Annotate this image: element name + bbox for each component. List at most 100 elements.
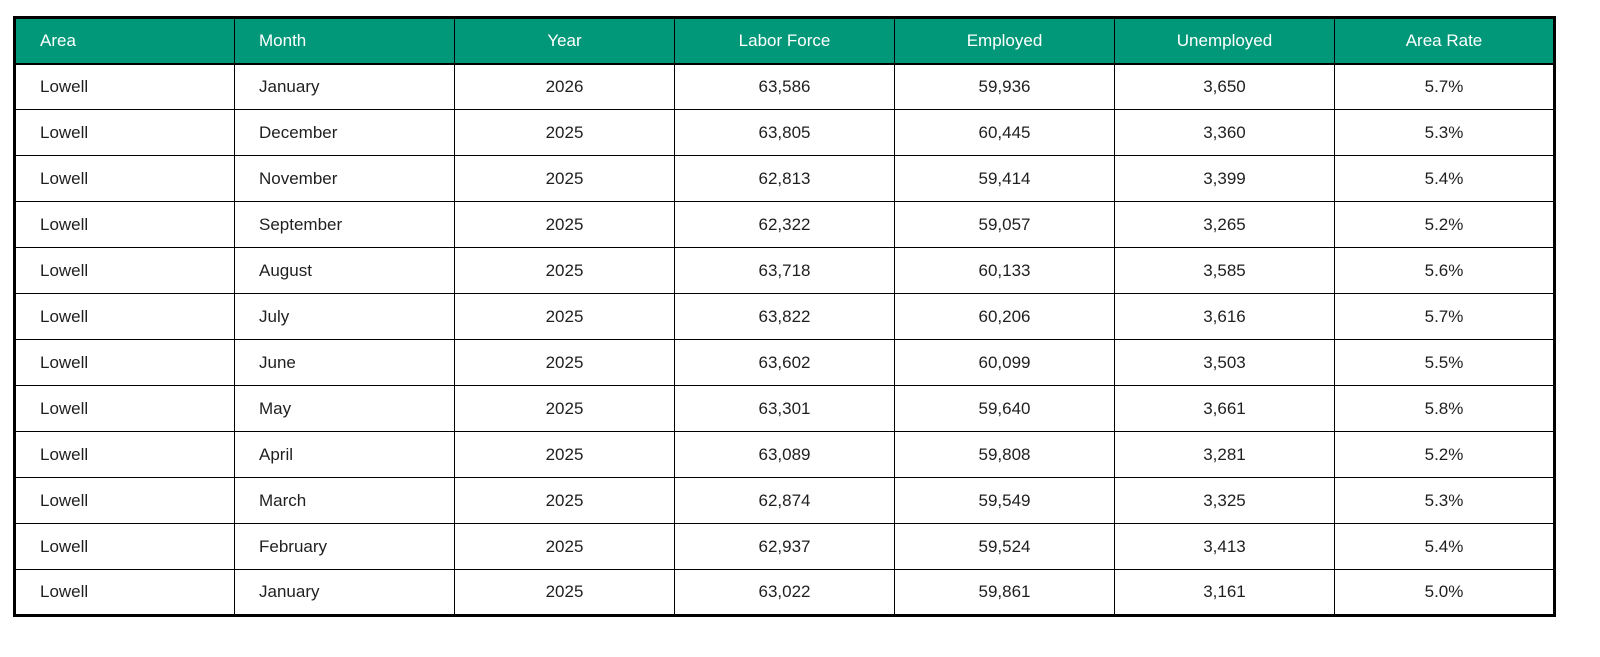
cell-month: January <box>234 569 455 616</box>
cell-month: June <box>234 339 455 386</box>
cell-unemployed: 3,161 <box>1114 569 1335 616</box>
cell-area-rate: 5.2% <box>1334 201 1555 248</box>
table-row: Lowell September 2025 62,322 59,057 3,265 5.2% <box>14 201 1555 248</box>
labor-force-table: Area Month Year Labor Force Employed Une… <box>13 16 1556 617</box>
cell-area: Lowell <box>14 201 235 248</box>
cell-employed: 60,445 <box>894 109 1115 156</box>
cell-area: Lowell <box>14 431 235 478</box>
table-row: Lowell July 2025 63,822 60,206 3,616 5.7% <box>14 293 1555 340</box>
cell-month: March <box>234 477 455 524</box>
column-header-labor-force: Labor Force <box>674 17 895 65</box>
cell-month: September <box>234 201 455 248</box>
cell-labor-force: 62,937 <box>674 523 895 570</box>
cell-area: Lowell <box>14 109 235 156</box>
cell-area: Lowell <box>14 293 235 340</box>
cell-labor-force: 62,874 <box>674 477 895 524</box>
cell-labor-force: 63,022 <box>674 569 895 616</box>
column-header-area: Area <box>14 17 235 65</box>
cell-unemployed: 3,281 <box>1114 431 1335 478</box>
cell-labor-force: 63,822 <box>674 293 895 340</box>
table-row: Lowell May 2025 63,301 59,640 3,661 5.8% <box>14 385 1555 432</box>
cell-area-rate: 5.3% <box>1334 109 1555 156</box>
column-header-employed: Employed <box>894 17 1115 65</box>
labor-force-table-container: Area Month Year Labor Force Employed Une… <box>13 16 1556 617</box>
cell-area-rate: 5.0% <box>1334 569 1555 616</box>
cell-unemployed: 3,360 <box>1114 109 1335 156</box>
cell-month: July <box>234 293 455 340</box>
cell-year: 2025 <box>454 569 675 616</box>
cell-employed: 59,936 <box>894 63 1115 110</box>
cell-year: 2025 <box>454 431 675 478</box>
cell-unemployed: 3,650 <box>1114 63 1335 110</box>
cell-month: April <box>234 431 455 478</box>
cell-month: November <box>234 155 455 202</box>
table-row: Lowell January 2025 63,022 59,861 3,161 5.0% <box>14 569 1555 616</box>
cell-year: 2025 <box>454 109 675 156</box>
cell-employed: 60,099 <box>894 339 1115 386</box>
cell-area: Lowell <box>14 569 235 616</box>
cell-employed: 59,808 <box>894 431 1115 478</box>
cell-employed: 59,057 <box>894 201 1115 248</box>
cell-year: 2026 <box>454 63 675 110</box>
cell-labor-force: 62,813 <box>674 155 895 202</box>
header-row: Area Month Year Labor Force Employed Une… <box>14 17 1555 65</box>
table-header: Area Month Year Labor Force Employed Une… <box>14 17 1555 65</box>
cell-employed: 59,861 <box>894 569 1115 616</box>
cell-unemployed: 3,413 <box>1114 523 1335 570</box>
table-row: Lowell November 2025 62,813 59,414 3,399 5.4% <box>14 155 1555 202</box>
table-row: Lowell April 2025 63,089 59,808 3,281 5.2% <box>14 431 1555 478</box>
cell-labor-force: 63,301 <box>674 385 895 432</box>
table-row: Lowell December 2025 63,805 60,445 3,360 5.3% <box>14 109 1555 156</box>
cell-labor-force: 63,602 <box>674 339 895 386</box>
cell-unemployed: 3,325 <box>1114 477 1335 524</box>
cell-labor-force: 62,322 <box>674 201 895 248</box>
cell-area: Lowell <box>14 247 235 294</box>
cell-year: 2025 <box>454 385 675 432</box>
cell-area-rate: 5.7% <box>1334 63 1555 110</box>
table-row: Lowell March 2025 62,874 59,549 3,325 5.3% <box>14 477 1555 524</box>
column-header-year: Year <box>454 17 675 65</box>
cell-month: February <box>234 523 455 570</box>
cell-month: August <box>234 247 455 294</box>
cell-area: Lowell <box>14 523 235 570</box>
table-row: Lowell January 2026 63,586 59,936 3,650 5.7% <box>14 63 1555 110</box>
column-header-area-rate: Area Rate <box>1334 17 1555 65</box>
cell-area-rate: 5.6% <box>1334 247 1555 294</box>
cell-area: Lowell <box>14 339 235 386</box>
cell-area-rate: 5.4% <box>1334 523 1555 570</box>
cell-labor-force: 63,586 <box>674 63 895 110</box>
cell-employed: 60,133 <box>894 247 1115 294</box>
cell-month: January <box>234 63 455 110</box>
cell-area-rate: 5.4% <box>1334 155 1555 202</box>
cell-unemployed: 3,503 <box>1114 339 1335 386</box>
cell-area-rate: 5.5% <box>1334 339 1555 386</box>
cell-area: Lowell <box>14 477 235 524</box>
cell-unemployed: 3,616 <box>1114 293 1335 340</box>
cell-year: 2025 <box>454 155 675 202</box>
cell-area-rate: 5.8% <box>1334 385 1555 432</box>
cell-year: 2025 <box>454 293 675 340</box>
cell-area-rate: 5.7% <box>1334 293 1555 340</box>
cell-year: 2025 <box>454 201 675 248</box>
column-header-month: Month <box>234 17 455 65</box>
cell-unemployed: 3,661 <box>1114 385 1335 432</box>
cell-year: 2025 <box>454 247 675 294</box>
cell-unemployed: 3,585 <box>1114 247 1335 294</box>
cell-year: 2025 <box>454 523 675 570</box>
cell-labor-force: 63,089 <box>674 431 895 478</box>
column-header-unemployed: Unemployed <box>1114 17 1335 65</box>
cell-area: Lowell <box>14 385 235 432</box>
table-row: Lowell June 2025 63,602 60,099 3,503 5.5% <box>14 339 1555 386</box>
cell-employed: 59,549 <box>894 477 1115 524</box>
cell-year: 2025 <box>454 477 675 524</box>
cell-area: Lowell <box>14 155 235 202</box>
cell-area: Lowell <box>14 63 235 110</box>
cell-area-rate: 5.3% <box>1334 477 1555 524</box>
cell-area-rate: 5.2% <box>1334 431 1555 478</box>
cell-unemployed: 3,399 <box>1114 155 1335 202</box>
cell-employed: 59,640 <box>894 385 1115 432</box>
cell-month: May <box>234 385 455 432</box>
table-row: Lowell February 2025 62,937 59,524 3,413 5.4% <box>14 523 1555 570</box>
cell-labor-force: 63,718 <box>674 247 895 294</box>
